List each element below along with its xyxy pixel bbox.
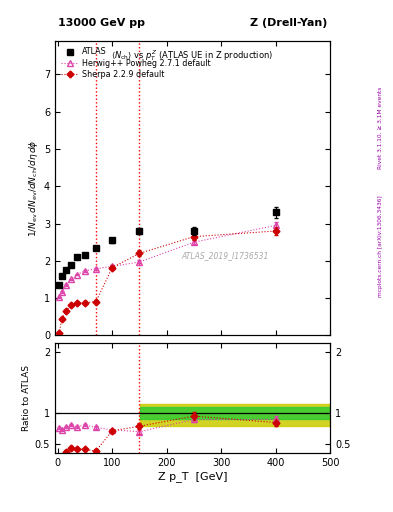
Bar [140, 404, 330, 425]
Text: Rivet 3.1.10, ≥ 3.1M events: Rivet 3.1.10, ≥ 3.1M events [378, 87, 383, 169]
Text: 13000 GeV pp: 13000 GeV pp [58, 18, 145, 28]
Text: mcplots.cern.ch [arXiv:1306.3436]: mcplots.cern.ch [arXiv:1306.3436] [378, 195, 383, 296]
Legend: ATLAS, Herwig++ Powheg 2.7.1 default, Sherpa 2.2.9 default: ATLAS, Herwig++ Powheg 2.7.1 default, Sh… [59, 45, 213, 81]
Text: ATLAS_2019_I1736531: ATLAS_2019_I1736531 [182, 251, 269, 261]
Text: $\langle N_{\rm ch}\rangle$ vs $p_T^Z$ (ATLAS UE in Z production): $\langle N_{\rm ch}\rangle$ vs $p_T^Z$ (… [112, 48, 274, 63]
Bar [140, 407, 330, 419]
Y-axis label: Ratio to ATLAS: Ratio to ATLAS [22, 365, 31, 431]
Y-axis label: $1/N_{\rm ev}\,dN_{\rm ev}/dN_{\rm ch}/d\eta\,d\phi$: $1/N_{\rm ev}\,dN_{\rm ev}/dN_{\rm ch}/d… [27, 139, 40, 237]
Text: Z (Drell-Yan): Z (Drell-Yan) [250, 18, 327, 28]
X-axis label: Z p_T  [GeV]: Z p_T [GeV] [158, 471, 227, 482]
